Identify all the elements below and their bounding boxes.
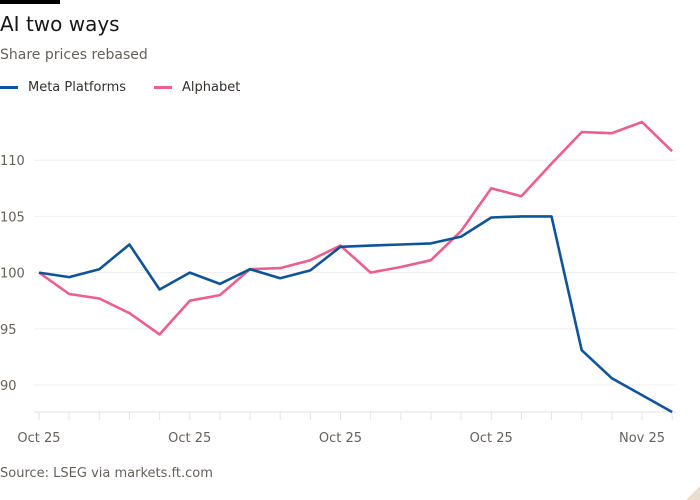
chart-subtitle: Share prices rebased	[0, 47, 148, 63]
x-tick-label: Oct 25	[17, 431, 60, 446]
y-tick-label: 95	[0, 323, 17, 338]
x-tick-label: Oct 25	[470, 431, 513, 446]
y-tick-label: 105	[0, 210, 25, 225]
legend-label-meta: Meta Platforms	[28, 80, 127, 95]
legend: Meta Platforms Alphabet	[0, 80, 240, 95]
chart-title: AI two ways	[0, 12, 120, 36]
x-tick-label: Oct 25	[168, 431, 211, 446]
series-line-meta-platforms	[38, 215, 673, 414]
series-line-alphabet	[38, 120, 674, 336]
brand-bar	[0, 0, 60, 4]
source-note: Source: LSEG via markets.ft.com	[0, 466, 213, 481]
legend-swatch-alphabet	[154, 86, 173, 89]
legend-item-meta: Meta Platforms	[0, 80, 126, 95]
x-tick-label: Oct 25	[319, 431, 362, 446]
y-tick-label: 110	[0, 154, 25, 169]
y-tick-label: 100	[0, 267, 25, 282]
legend-swatch-meta	[0, 86, 18, 89]
legend-label-alphabet: Alphabet	[182, 80, 241, 95]
corner-decoration	[686, 486, 700, 500]
legend-item-alphabet: Alphabet	[154, 80, 240, 95]
y-tick-label: 90	[0, 379, 17, 394]
x-tick-label: Nov 25	[619, 431, 665, 446]
